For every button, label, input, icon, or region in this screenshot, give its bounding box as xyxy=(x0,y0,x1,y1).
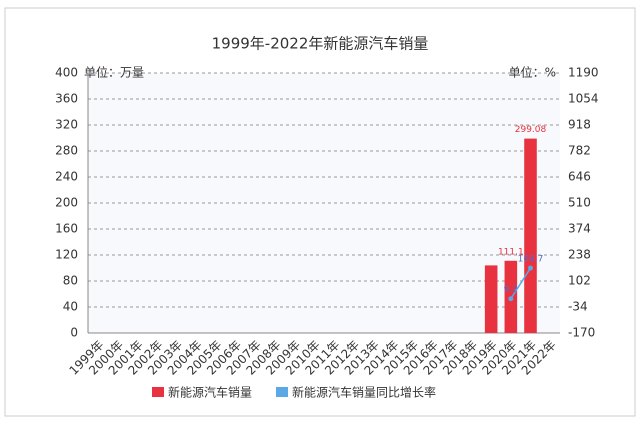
y-tick-label: 360 xyxy=(55,92,78,106)
line-value-label: 9.2 xyxy=(504,285,518,295)
y-tick-label: 0 xyxy=(70,326,78,340)
y2-tick-label: 1190 xyxy=(568,66,599,80)
y2-tick-label: 102 xyxy=(568,274,591,288)
legend-swatch xyxy=(276,387,289,397)
y-tick-label: 320 xyxy=(55,118,78,132)
y-tick-label: 40 xyxy=(63,300,78,314)
y2-tick-label: -34 xyxy=(568,300,588,314)
y-tick-label: 280 xyxy=(55,144,78,158)
chart-title: 1999年-2022年新能源汽车销量 xyxy=(212,35,429,53)
bar-value-label: 111.1 xyxy=(498,247,524,257)
y-tick-label: 120 xyxy=(55,248,78,262)
bar xyxy=(484,265,498,333)
bar-value-label: 299.08 xyxy=(515,125,547,135)
legend-label: 新能源汽车销量 xyxy=(168,385,252,400)
y2-tick-label: 646 xyxy=(568,170,591,184)
y2-tick-label: 782 xyxy=(568,144,591,158)
legend-swatch xyxy=(152,387,164,397)
y2-tick-label: 918 xyxy=(568,118,591,132)
y2-tick-label: 374 xyxy=(568,222,591,236)
bar xyxy=(524,138,537,333)
y-tick-label: 80 xyxy=(63,274,78,288)
y-tick-label: 200 xyxy=(55,196,78,210)
y-tick-label: 160 xyxy=(55,222,78,236)
line-point xyxy=(508,296,514,302)
y2-tick-label: -170 xyxy=(568,326,595,340)
y-tick-label: 400 xyxy=(55,66,78,80)
line-point xyxy=(528,265,533,271)
line-value-label: 169.7 xyxy=(518,255,544,265)
y2-tick-label: 1054 xyxy=(568,92,599,106)
line xyxy=(510,267,532,300)
y2-tick-label: 510 xyxy=(568,196,591,210)
y-tick-label: 240 xyxy=(55,170,78,184)
y2-unit: 单位：% xyxy=(509,65,556,80)
legend-label: 新能源汽车销量同比增长率 xyxy=(292,385,436,400)
y2-tick-label: 238 xyxy=(568,248,591,262)
y-unit: 单位：万量 xyxy=(84,65,144,80)
